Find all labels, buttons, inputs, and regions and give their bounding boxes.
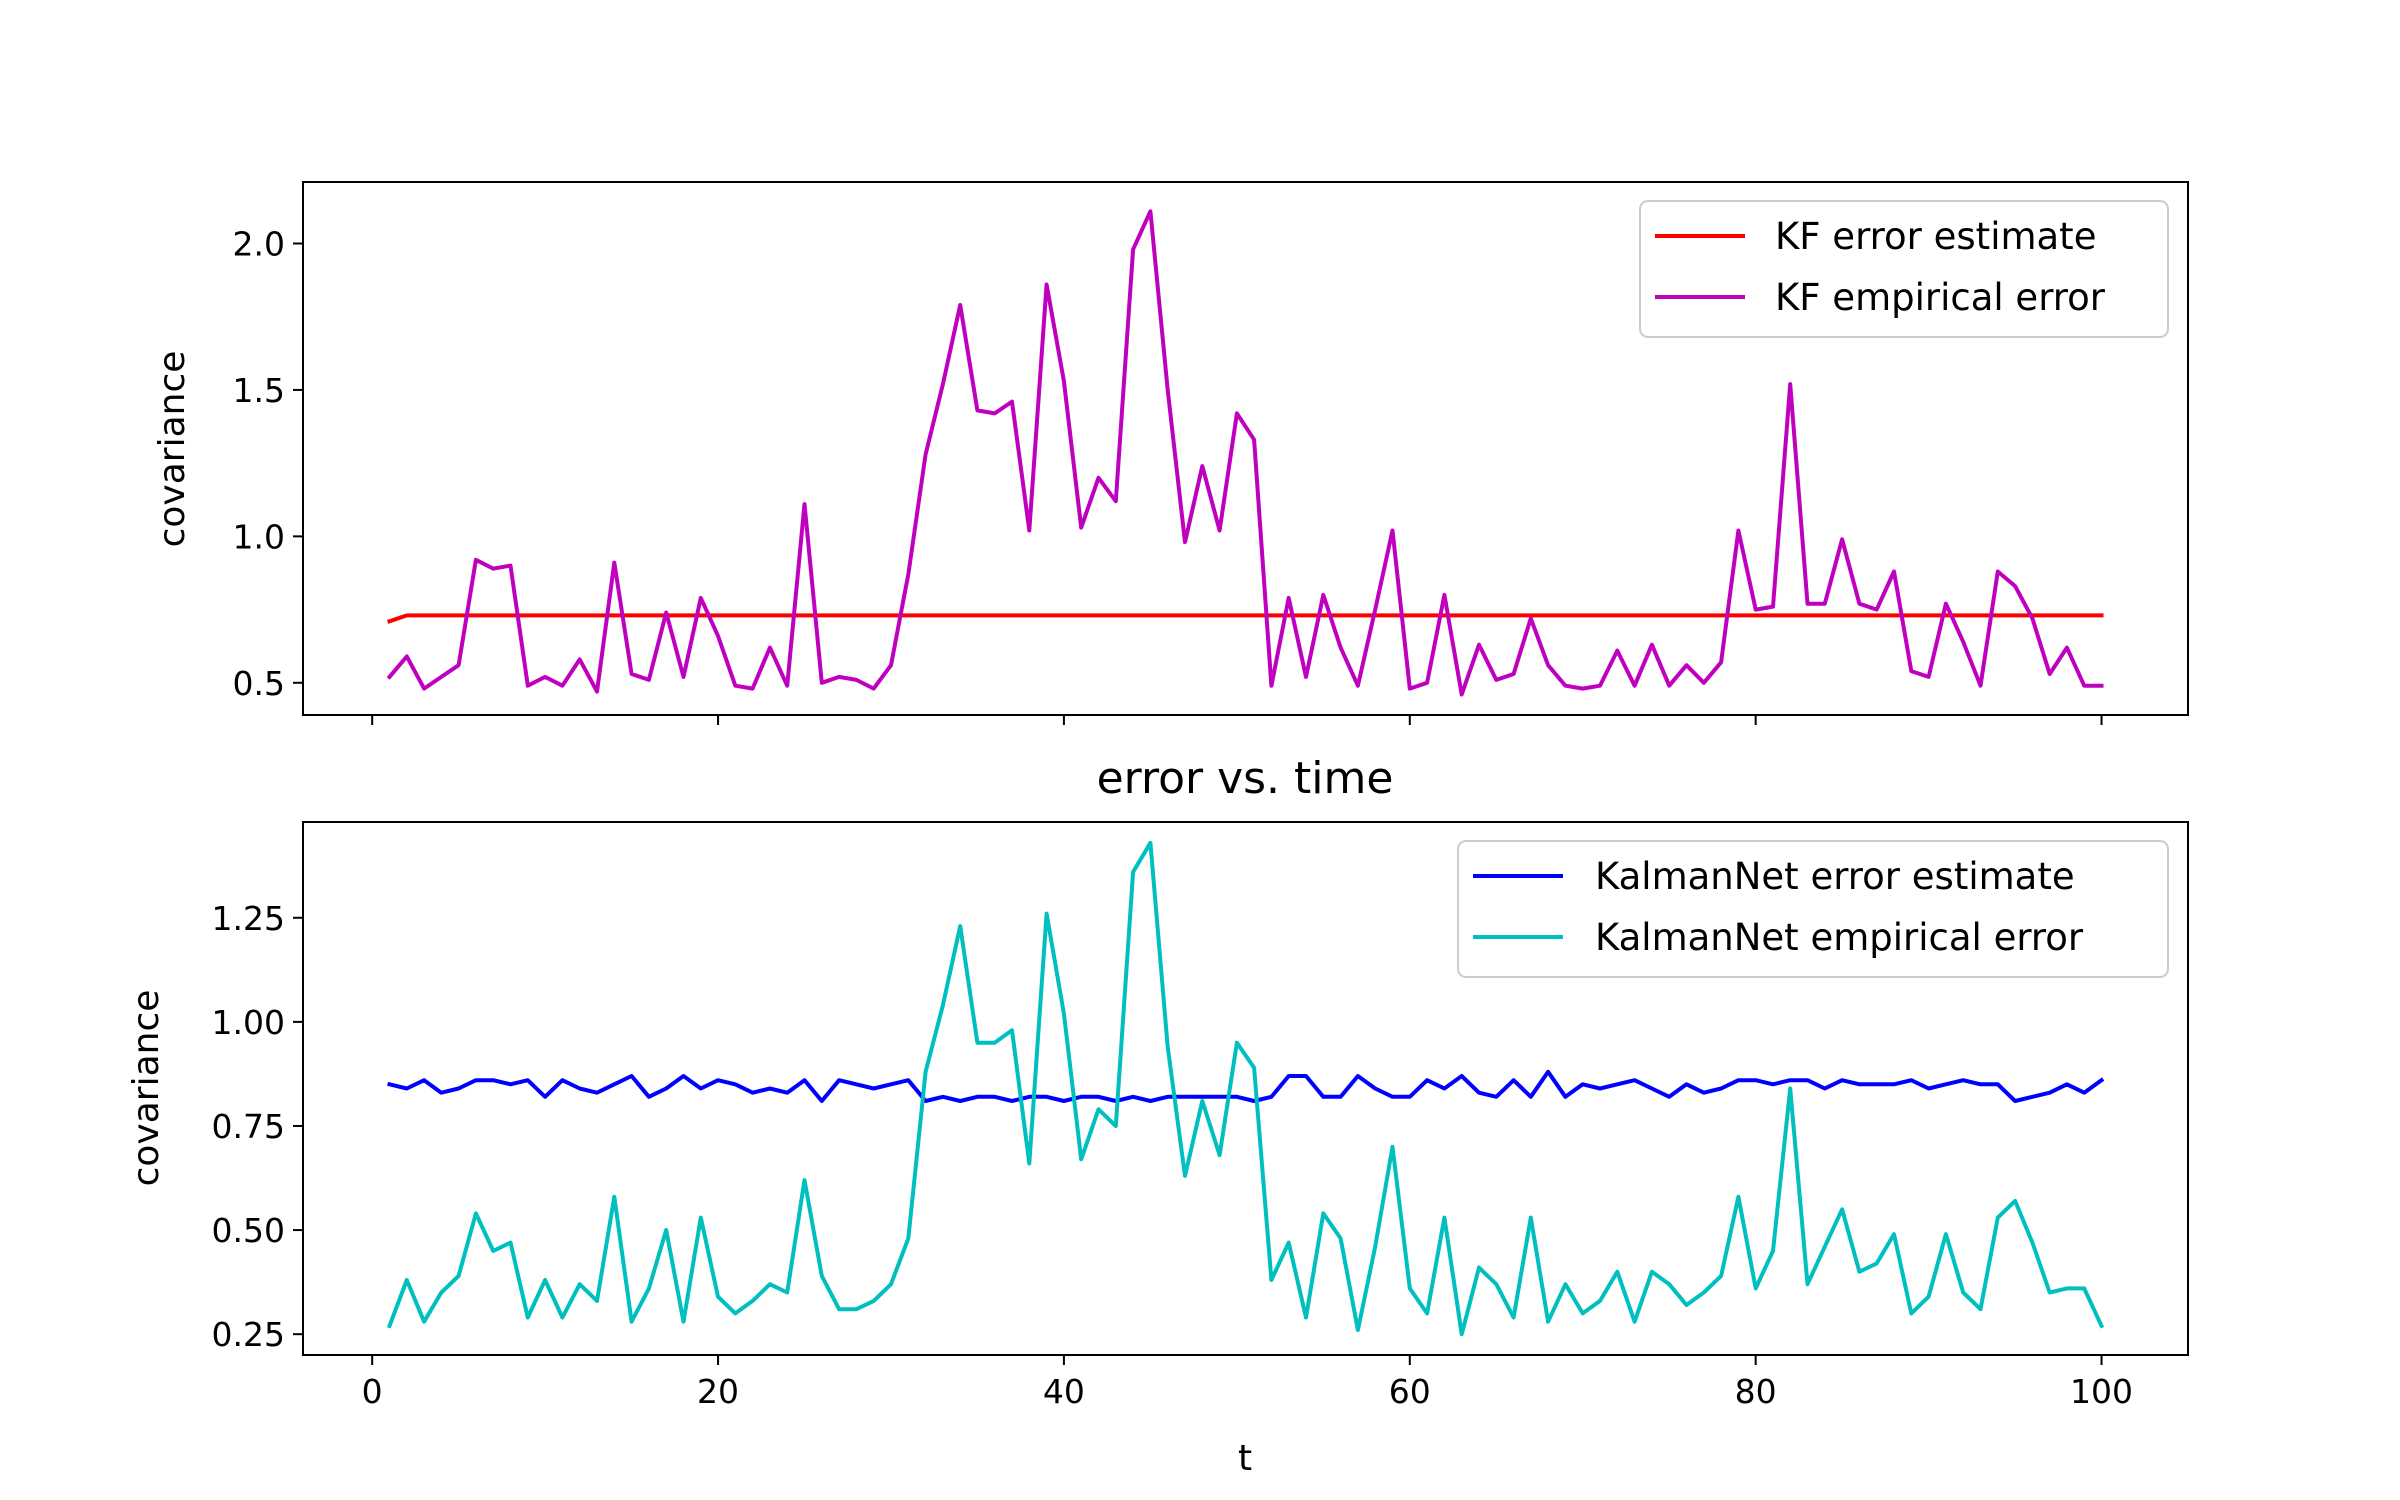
bottom-series-line-2	[386, 840, 2105, 1337]
bottom-x-tick-label: 20	[697, 1372, 739, 1411]
top-y-tick-label: 0.5	[233, 664, 285, 703]
bottom-x-tick-label: 80	[1735, 1372, 1777, 1411]
bottom-series-line-1	[387, 1069, 2105, 1103]
bottom-y-tick-label: 1.00	[212, 1003, 285, 1042]
top-legend-label-kf-empirical: KF empirical error	[1775, 276, 2106, 319]
bottom-y-axis-label: covariance	[126, 990, 167, 1187]
top-axes-frame	[302, 181, 2189, 716]
top-series-line-1	[386, 613, 2104, 624]
top-legend: KF error estimate KF empirical error	[1639, 200, 2169, 338]
bottom-legend-label-kalmannet-estimate: KalmanNet error estimate	[1595, 855, 2075, 898]
top-subplot: 0.5 1.0 1.5 2.0 covariance KF error estimat…	[152, 181, 2189, 725]
bottom-y-tick-label: 0.25	[212, 1315, 285, 1354]
top-y-tick-label: 2.0	[233, 225, 285, 264]
top-y-tick-label: 1.5	[233, 371, 285, 410]
bottom-y-tick-label: 1.25	[212, 899, 285, 938]
bottom-y-tick-label: 0.50	[212, 1211, 285, 1250]
bottom-chart-title: error vs. time	[1097, 753, 1394, 804]
top-y-tick-label: 1.0	[233, 517, 285, 556]
bottom-x-tick-label: 100	[2070, 1372, 2133, 1411]
top-legend-label-kf-estimate: KF error estimate	[1775, 215, 2096, 258]
top-y-axis-label: covariance	[152, 351, 193, 548]
bottom-legend: KalmanNet error estimate KalmanNet empir…	[1457, 840, 2169, 978]
bottom-y-tick-label: 0.75	[212, 1107, 285, 1146]
bottom-x-tick-label: 40	[1043, 1372, 1085, 1411]
bottom-axes-frame	[302, 821, 2189, 1356]
bottom-x-tick-label: 60	[1389, 1372, 1431, 1411]
top-series-line-2	[386, 209, 2104, 697]
bottom-x-tick-label: 0	[362, 1372, 383, 1411]
top-legend-box	[1639, 200, 2169, 338]
bottom-legend-label-kalmannet-empirical: KalmanNet empirical error	[1595, 916, 2084, 959]
bottom-x-axis-label: t	[1238, 1438, 1252, 1479]
bottom-legend-box	[1457, 840, 2169, 978]
bottom-subplot: error vs. time 0 20 40 60 80 100 0.25 0.50 0.75 1…	[126, 753, 2189, 1479]
